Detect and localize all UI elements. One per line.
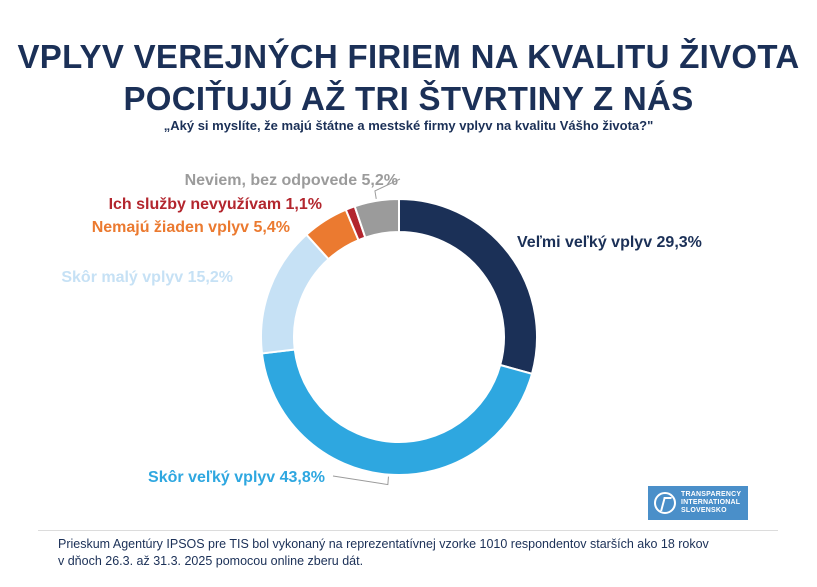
logo-icon <box>654 492 676 514</box>
footnote-line-2: v dňoch 26.3. až 31.3. 2025 pomocou onli… <box>58 554 364 568</box>
logo-text: TRANSPARENCY INTERNATIONAL SLOVENSKO <box>681 491 742 514</box>
slice-label-3: Nemajú žiaden vplyv 5,4% <box>92 219 290 236</box>
title-line-2: POCIŤUJÚ AŽ TRI ŠTVRTINY Z NÁS <box>123 80 694 117</box>
footnote-line-1: Prieskum Agentúry IPSOS pre TIS bol vyko… <box>58 537 709 551</box>
slice-labels: Veľmi veľký vplyv 29,3% Skôr veľký vplyv … <box>61 172 702 486</box>
slice-label-1: Skôr veľký vplyv 43,8% <box>148 469 325 486</box>
leader-line-5 <box>374 178 401 199</box>
transparency-logo: TRANSPARENCY INTERNATIONAL SLOVENSKO <box>648 486 748 520</box>
slice-label-0: Veľmi veľký vplyv 29,3% <box>517 234 702 251</box>
donut-slices <box>260 197 538 476</box>
footnote: Prieskum Agentúry IPSOS pre TIS bol vyko… <box>58 536 778 570</box>
footer-divider <box>38 530 778 531</box>
chart-title: VPLYV VEREJNÝCH FIRIEM NA KVALITU ŽIVOTA… <box>0 36 817 120</box>
slice-label-2: Skôr malý vplyv 15,2% <box>61 269 233 286</box>
slice-label-5: Neviem, bez odpovede 5,2% <box>185 172 398 189</box>
leader-line-1 <box>332 475 389 486</box>
donut-slice-0 <box>398 197 538 376</box>
donut-slice-1 <box>260 348 534 476</box>
donut-slice-5 <box>353 197 400 239</box>
title-line-1: VPLYV VEREJNÝCH FIRIEM NA KVALITU ŽIVOTA <box>17 38 800 75</box>
slice-label-4: Ich služby nevyužívam 1,1% <box>109 196 322 213</box>
chart-subtitle: „Aký si myslíte, že majú štátne a mestsk… <box>163 118 654 133</box>
donut-slice-2 <box>260 233 330 355</box>
leader-lines <box>332 178 401 486</box>
